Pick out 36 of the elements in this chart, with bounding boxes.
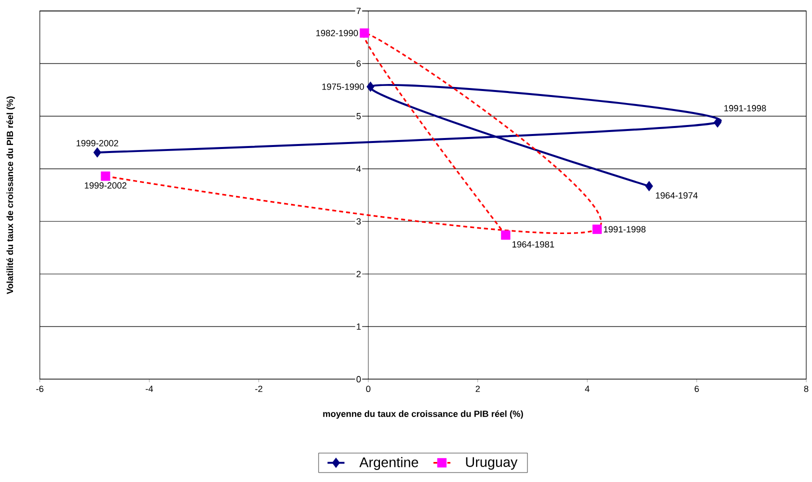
y-tick-label: 3: [356, 218, 361, 225]
annotation: 1999-2002: [84, 182, 126, 189]
y-tick-label: 4: [356, 166, 361, 172]
x-tick-label: 8: [804, 386, 808, 392]
annotation: 1991-1998: [724, 105, 766, 112]
x-tick-label: 0: [366, 386, 370, 392]
annotation: 1982-1990: [316, 30, 358, 36]
x-tick-label: -4: [146, 386, 154, 392]
point: [501, 230, 510, 240]
point: [645, 181, 654, 192]
annotation: 1964-1974: [656, 192, 698, 199]
annotation: 1991-1998: [604, 226, 646, 233]
x-tick-label: 6: [694, 386, 699, 392]
annotation: 1964-1981: [512, 241, 554, 248]
y-tick-label: 7: [356, 8, 361, 14]
legend-label: Uruguay: [466, 457, 518, 470]
x-tick-label: 2: [476, 386, 480, 392]
point: [592, 224, 602, 234]
x-axis-title: moyenne du taux de croissance du PIB réel (%): [323, 410, 523, 419]
annotation: 1999-2002: [76, 140, 118, 146]
y-tick-label: 2: [356, 271, 361, 278]
x-tick-label: 4: [584, 386, 590, 392]
point: [714, 117, 722, 128]
y-tick-label: 1: [356, 324, 361, 330]
y-tick-label: 6: [356, 60, 361, 67]
y-axis-title: Volatilité du taux de croissance du PIB réel (%): [6, 96, 15, 294]
x-tick-label: -2: [255, 386, 262, 392]
point: [93, 147, 102, 158]
annotation: 1975-1990: [322, 84, 364, 90]
y-tick-label: 0: [356, 376, 361, 383]
point: [100, 172, 110, 181]
legend-label: Argentine: [359, 457, 418, 470]
point: [360, 28, 370, 38]
y-tick-label: 5: [356, 113, 361, 120]
point: [366, 82, 374, 92]
x-tick-label: -6: [36, 386, 44, 392]
